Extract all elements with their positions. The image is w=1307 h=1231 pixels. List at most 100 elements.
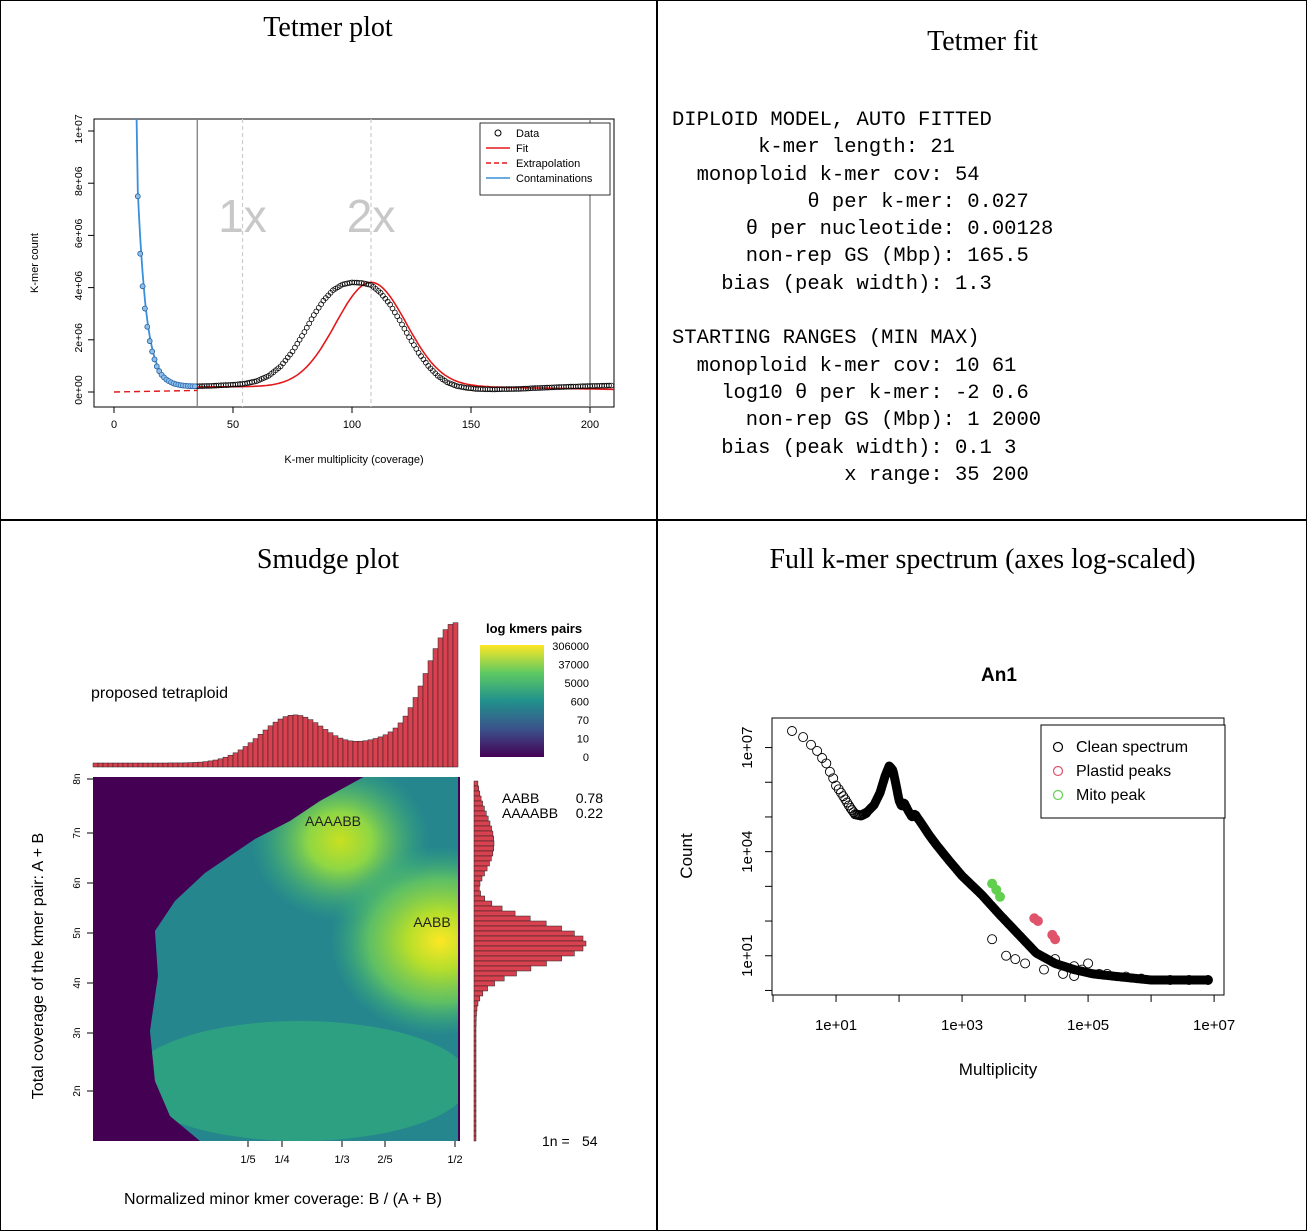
top-hist-bar [182, 762, 189, 768]
top-hist-bar [192, 762, 199, 768]
right-hist-bar [473, 845, 494, 852]
right-hist-bar [473, 850, 494, 857]
tetmer-y-axis-label: K-mer count [29, 233, 41, 293]
top-hist-bar [257, 734, 264, 768]
right-hist-bar [473, 1075, 477, 1082]
smudge-plot: 1/5 1/4 1/3 2/5 1/2 2n 3n 4n 5n 6n 7n 8n proposed t… [30, 621, 603, 1208]
top-hist-bar [447, 624, 454, 768]
top-hist-bar [437, 637, 444, 768]
right-hist-bar [473, 1005, 478, 1012]
contamination-point [146, 338, 153, 344]
data-point [606, 382, 612, 389]
tetmer-fit-report: DIPLOID MODEL, AUTO FITTED k-mer length:… [672, 107, 1053, 489]
right-hist-bar [473, 800, 483, 807]
top-hist-bar [262, 729, 269, 768]
smudge-proportion-value: 0.22 [576, 805, 603, 821]
top-hist-bar [277, 718, 284, 768]
right-hist-bar [473, 955, 562, 962]
spectrum-legend-label: Mito peak [1076, 787, 1146, 804]
fit-line: θ per nucleotide: 0.00128 [672, 218, 1054, 242]
spectrum-point [833, 784, 844, 795]
legend-box [479, 122, 611, 196]
peak-label: 2x [347, 190, 396, 242]
spectrum-point [831, 780, 841, 791]
smudge-plot-title: Smudge plot [256, 544, 400, 575]
legend-key-data [494, 129, 502, 137]
legend-label: Fit [516, 143, 528, 155]
fit-line: log10 θ per k-mer: -2 0.6 [672, 381, 1029, 405]
smudge-annotation: proposed tetraploid [91, 685, 228, 702]
top-hist-bar [232, 752, 239, 768]
plastid-point [1050, 934, 1061, 945]
smudge-label-aabb: AABB [413, 914, 450, 930]
data-point [299, 333, 305, 339]
right-hist-bar [473, 880, 481, 887]
tetmer-x-axis-label: K-mer multiplicity (coverage) [284, 454, 423, 466]
extrapolation-line [113, 389, 198, 393]
x-tick-label: 50 [227, 419, 239, 431]
right-hist-bar [473, 820, 491, 827]
horizontal-divider [0, 519, 1307, 521]
spectrum-legend-key [1052, 789, 1064, 801]
right-hist-bar [473, 990, 484, 997]
spectrum-legend-box [1040, 724, 1226, 819]
y-tick-label: 0e+00 [73, 375, 85, 405]
right-hist-bar [473, 960, 547, 967]
right-hist-bar [473, 805, 485, 812]
spectrum-point [821, 758, 832, 769]
spectrum-legend: Clean spectrum Plastid peaks Mito peak [1040, 724, 1226, 819]
top-hist-bar [392, 727, 399, 768]
spectrum-point [1069, 971, 1080, 981]
contamination-point [139, 283, 146, 290]
smudge-label-aaaabb: AAAABB [305, 813, 361, 829]
top-hist-bar [377, 736, 384, 768]
spectrum-title: An1 [981, 665, 1017, 686]
fit-line: STARTING RANGES (MIN MAX) [672, 327, 980, 351]
top-hist-bar [317, 725, 324, 768]
top-hist-bar [337, 737, 344, 768]
top-hist-bar [222, 756, 229, 768]
top-hist-bar [132, 762, 139, 768]
right-hist-bar [473, 1085, 477, 1092]
top-hist-bar [217, 758, 224, 768]
right-hist-bar [473, 790, 481, 797]
data-point [394, 313, 401, 320]
x-tick-label: 150 [462, 419, 480, 431]
legend-label: Extrapolation [516, 158, 580, 170]
right-hist-bar [473, 1080, 477, 1087]
spectrum-point [1039, 964, 1049, 975]
right-hist-bar [473, 1105, 477, 1112]
smudge-x-tick-label: 2/5 [377, 1154, 392, 1166]
spectrum-point [828, 773, 839, 784]
smudge-legend-title: log kmers pairs [486, 621, 582, 636]
smudge-x-tick-label: 1/3 [334, 1154, 349, 1166]
fit-line: monoploid k-mer cov: 54 [672, 163, 980, 187]
top-hist-bar [142, 762, 149, 768]
smudge-top-histogram [92, 622, 459, 768]
spectrum-x-tick-label: 1e+01 [815, 1017, 857, 1034]
smudge-n-label: 1n = [542, 1133, 570, 1149]
data-point [418, 353, 424, 359]
top-hist-bar [212, 759, 219, 768]
top-hist-bar [112, 762, 119, 768]
spectrum-point [1001, 950, 1012, 961]
right-hist-bar [473, 890, 481, 897]
spectrum-y-tick-label: 1e+07 [739, 726, 756, 768]
spectrum-point [1083, 958, 1094, 969]
top-hist-bar [242, 746, 249, 768]
right-hist-bar [473, 1070, 477, 1077]
data-point [608, 382, 615, 389]
spectrum-point [1121, 971, 1131, 982]
spectrum-point [842, 797, 853, 808]
y-tick-label: 2e+06 [73, 323, 85, 353]
contamination-point [154, 363, 160, 370]
smudge-y-axis-label: Total coverage of the kmer pair: A + B [30, 833, 47, 1099]
data-point [365, 281, 372, 288]
top-hist-bar [367, 739, 374, 768]
data-point [301, 329, 308, 335]
fit-line: non-rep GS (Mbp): 165.5 [672, 245, 1029, 269]
smudge-y-tick-label: 8n [72, 773, 83, 784]
fit-line: non-rep GS (Mbp): 1 2000 [672, 409, 1042, 433]
top-hist-bar [342, 739, 349, 768]
smudge-x-tick-label: 1/4 [274, 1154, 289, 1166]
